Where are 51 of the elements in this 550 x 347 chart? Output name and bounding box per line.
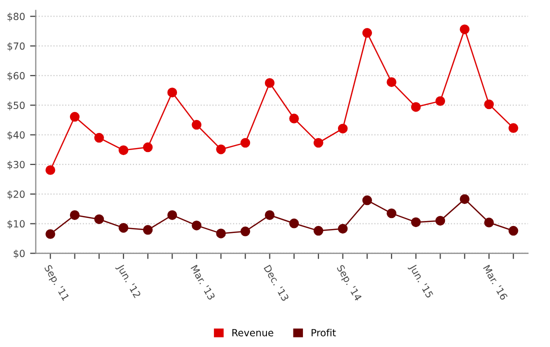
point <box>118 145 128 156</box>
point <box>192 220 202 230</box>
y-tick-label: $60 <box>8 72 25 81</box>
point <box>142 225 153 235</box>
point <box>338 124 348 134</box>
point <box>118 222 128 233</box>
y-tick-label: $70 <box>8 42 25 52</box>
point <box>94 132 104 143</box>
point <box>216 228 226 238</box>
y-tick-label: $0 <box>14 250 25 258</box>
point <box>508 226 518 236</box>
point <box>435 216 446 226</box>
point <box>411 217 421 228</box>
point <box>264 78 275 88</box>
y-tick-label: $40 <box>8 131 25 140</box>
point <box>264 210 275 220</box>
point <box>338 224 348 234</box>
point <box>70 210 80 220</box>
y-tick-label: $10 <box>8 220 25 229</box>
point <box>411 102 421 112</box>
point <box>167 88 178 98</box>
point <box>240 138 250 148</box>
point <box>362 28 372 38</box>
point <box>192 120 202 130</box>
point <box>460 24 470 34</box>
point <box>289 114 299 124</box>
point <box>216 144 226 154</box>
point <box>167 210 178 220</box>
point <box>460 194 470 204</box>
point <box>94 214 104 224</box>
point <box>386 208 396 218</box>
point <box>484 218 494 228</box>
y-tick-label: $80 <box>8 12 25 22</box>
point <box>508 123 518 133</box>
point <box>314 226 324 236</box>
y-tick-label: $50 <box>8 102 25 110</box>
point <box>70 112 80 122</box>
point <box>240 226 250 236</box>
point <box>46 229 56 239</box>
y-tick-label: $20 <box>8 190 25 200</box>
legend-label: Profit <box>312 328 336 336</box>
point <box>386 77 396 87</box>
point <box>289 218 299 228</box>
point <box>435 96 446 106</box>
point <box>484 99 494 110</box>
y-tick-label: $30 <box>8 160 25 170</box>
legend-label: Revenue <box>232 329 274 336</box>
point <box>46 165 56 175</box>
point <box>362 195 372 206</box>
point <box>142 142 153 152</box>
point <box>314 138 324 148</box>
